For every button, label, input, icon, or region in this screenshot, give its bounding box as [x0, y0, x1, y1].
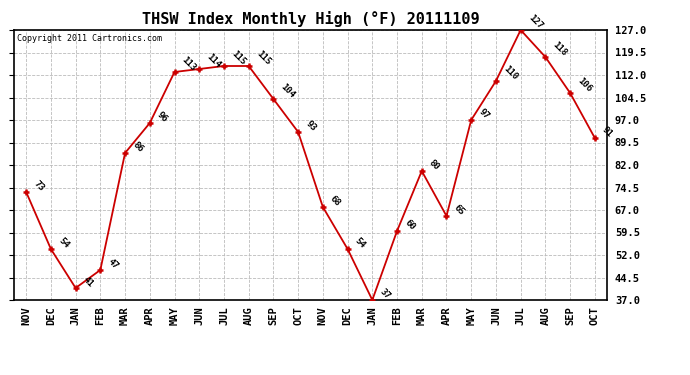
Text: 113: 113: [180, 55, 198, 73]
Text: 93: 93: [304, 118, 317, 133]
Text: 104: 104: [279, 82, 297, 100]
Text: 118: 118: [551, 40, 569, 58]
Text: 65: 65: [452, 202, 466, 217]
Text: 54: 54: [353, 236, 367, 250]
Text: 110: 110: [502, 64, 520, 82]
Text: 115: 115: [230, 49, 247, 67]
Text: Copyright 2011 Cartronics.com: Copyright 2011 Cartronics.com: [17, 34, 161, 43]
Text: 68: 68: [328, 194, 342, 208]
Text: 80: 80: [427, 158, 442, 172]
Text: 47: 47: [106, 256, 120, 271]
Text: 97: 97: [477, 106, 491, 121]
Text: 86: 86: [130, 140, 145, 154]
Text: 37: 37: [378, 286, 392, 301]
Text: 106: 106: [575, 76, 593, 94]
Text: 96: 96: [155, 110, 169, 124]
Title: THSW Index Monthly High (°F) 20111109: THSW Index Monthly High (°F) 20111109: [141, 12, 480, 27]
Text: 91: 91: [600, 124, 614, 139]
Text: 115: 115: [254, 49, 272, 67]
Text: 41: 41: [81, 274, 95, 289]
Text: 60: 60: [402, 217, 417, 232]
Text: 114: 114: [205, 52, 223, 70]
Text: 54: 54: [57, 236, 70, 250]
Text: 127: 127: [526, 13, 544, 31]
Text: 73: 73: [32, 178, 46, 193]
